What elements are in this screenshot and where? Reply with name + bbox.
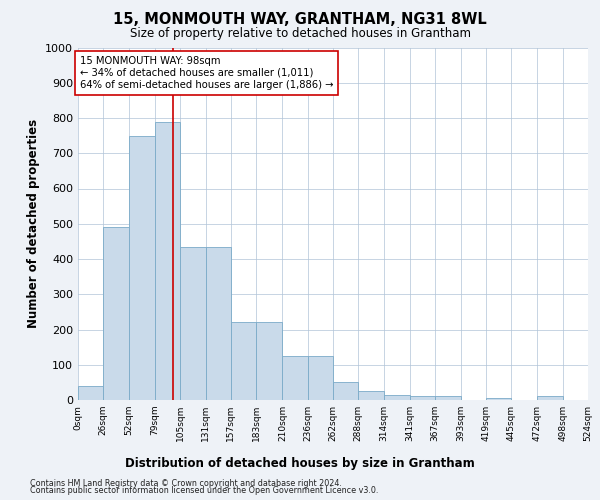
Bar [410, 396, 435, 400]
Bar [155, 122, 180, 400]
Text: Distribution of detached houses by size in Grantham: Distribution of detached houses by size … [125, 458, 475, 470]
Bar [283, 356, 308, 400]
Text: Contains HM Land Registry data © Crown copyright and database right 2024.: Contains HM Land Registry data © Crown c… [30, 478, 342, 488]
Text: Size of property relative to detached houses in Grantham: Size of property relative to detached ho… [130, 28, 470, 40]
Bar [308, 356, 333, 400]
Bar [435, 396, 461, 400]
Bar [128, 136, 155, 400]
Text: 15 MONMOUTH WAY: 98sqm
← 34% of detached houses are smaller (1,011)
64% of semi-: 15 MONMOUTH WAY: 98sqm ← 34% of detached… [80, 56, 334, 90]
Y-axis label: Number of detached properties: Number of detached properties [26, 119, 40, 328]
Text: 15, MONMOUTH WAY, GRANTHAM, NG31 8WL: 15, MONMOUTH WAY, GRANTHAM, NG31 8WL [113, 12, 487, 28]
Bar [383, 394, 410, 400]
Bar [180, 246, 206, 400]
Bar [538, 396, 563, 400]
Bar [256, 322, 283, 400]
Bar [486, 398, 511, 400]
Bar [333, 382, 358, 400]
Bar [205, 246, 231, 400]
Bar [78, 386, 103, 400]
Bar [358, 391, 383, 400]
Bar [231, 322, 256, 400]
Text: Contains public sector information licensed under the Open Government Licence v3: Contains public sector information licen… [30, 486, 379, 495]
Bar [103, 228, 128, 400]
